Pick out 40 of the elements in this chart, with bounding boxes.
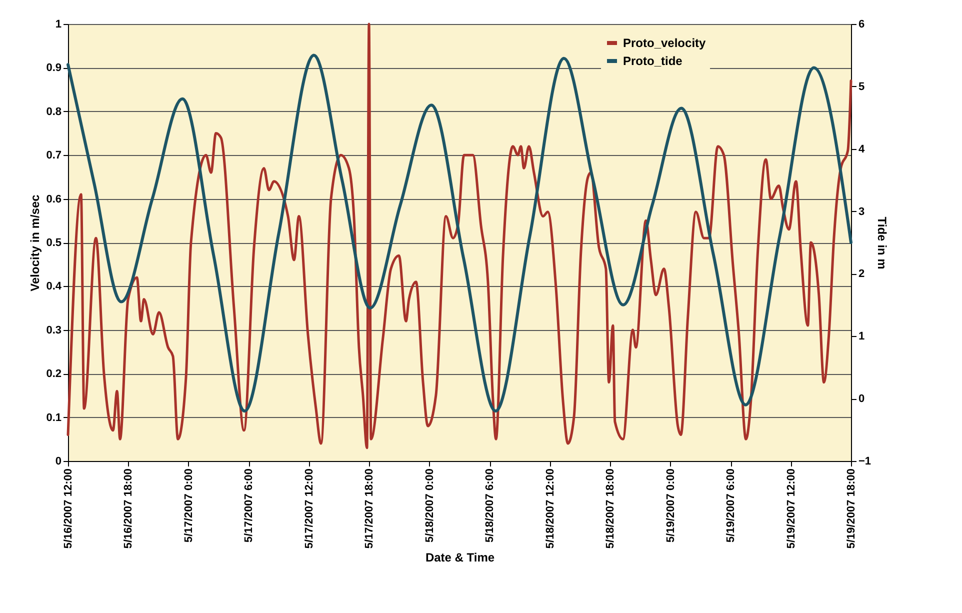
x-tick-label: 5/18/2007 18:00 [604, 468, 617, 549]
x-tick-label: 5/18/2007 6:00 [484, 468, 496, 543]
x-tick-label: 5/16/2007 12:00 [62, 468, 74, 549]
y2-tick-label: 0 [858, 393, 865, 406]
y2-tick-label: 1 [858, 330, 865, 343]
y2-tick-label: 2 [858, 268, 865, 280]
x-tick-label: 5/17/2007 12:00 [303, 468, 316, 549]
x-tick-label: 5/18/2007 12:00 [544, 468, 556, 549]
line-series [66, 54, 852, 413]
y-axis-title: Velocity in m/sec [28, 194, 42, 292]
y2-axis-title: Tide in m [875, 216, 890, 270]
y-tick-label: 0.5 [46, 237, 62, 249]
y2-tick-label: 4 [858, 143, 866, 156]
y2-tick-label: 5 [858, 80, 865, 93]
y-tick-label: 0.3 [46, 324, 62, 336]
y-tick-label: 0.1 [46, 412, 62, 424]
y-tick-label: 0 [55, 456, 62, 468]
x-tick-label: 5/17/2007 6:00 [243, 468, 256, 543]
x-tick-label: 5/19/2007 0:00 [664, 468, 677, 543]
x-tick-label: 5/17/2007 18:00 [364, 468, 376, 549]
x-tick-label: 5/19/2007 6:00 [725, 468, 738, 543]
x-tick-label: 5/18/2007 0:00 [424, 468, 436, 543]
y2-tick-label: −1 [858, 456, 872, 468]
line-series [66, 22, 852, 450]
y-tick-label: 0.2 [46, 368, 62, 380]
y-tick-label: 0.9 [46, 62, 62, 74]
y-tick-label: 0.7 [46, 150, 62, 162]
y-tick-label: 0.6 [46, 193, 62, 206]
y-tick-label: 1 [55, 18, 62, 30]
legend-label: Proto_tide [623, 54, 683, 68]
y2-tick-label: 6 [858, 18, 865, 30]
x-tick-label: 5/19/2007 12:00 [785, 468, 798, 549]
y2-tick-label: 3 [858, 206, 865, 218]
x-tick-label: 5/19/2007 18:00 [846, 468, 858, 549]
y-tick-label: 0.4 [46, 280, 62, 293]
legend-label: Proto_velocity [623, 36, 706, 50]
y-tick-label: 0.8 [46, 106, 62, 118]
x-tick-label: 5/17/2007 0:00 [182, 468, 195, 543]
x-axis-title: Date & Time [425, 550, 495, 565]
x-tick-label: 5/16/2007 18:00 [122, 468, 135, 549]
